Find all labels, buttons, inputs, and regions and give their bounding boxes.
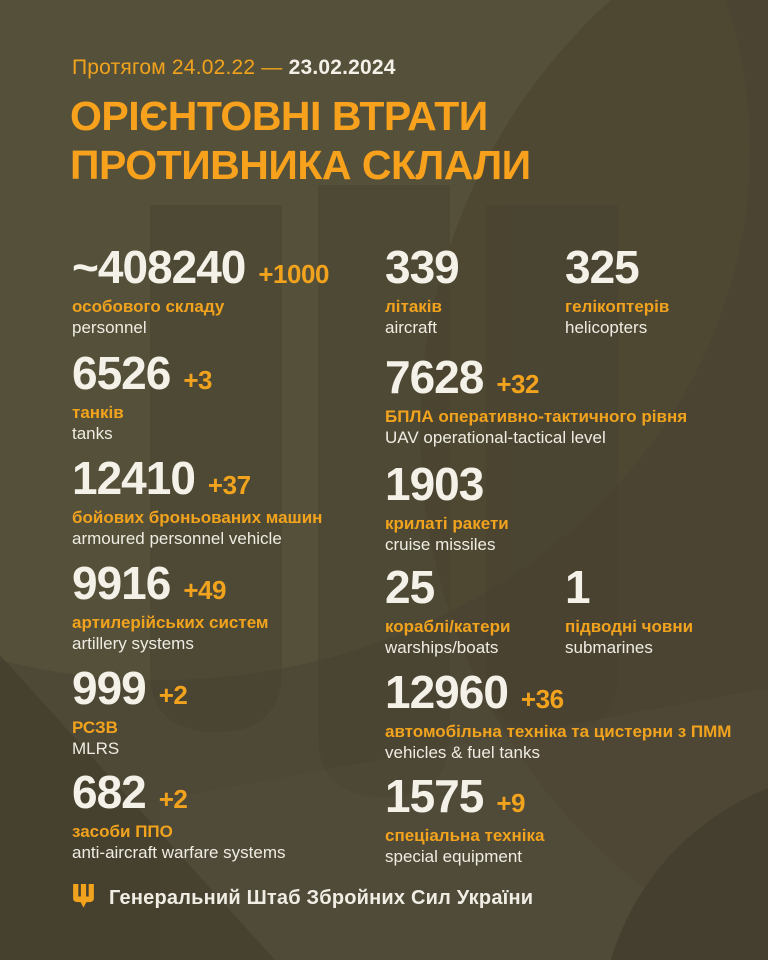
stat-value: 339 — [385, 241, 460, 293]
stat-delta: +32 — [496, 369, 539, 399]
stat-label-uk: РСЗВ — [72, 718, 118, 737]
page-title: ОРІЄНТОВНІ ВТРАТИ ПРОТИВНИКА СКЛАЛИ — [70, 92, 531, 190]
stat-mlrs: 999 +2 РСЗВ MLRS — [72, 662, 188, 760]
stat-uav: 7628 +32 БПЛА оперативно-тактичного рівн… — [385, 352, 687, 449]
stat-delta: +1000 — [258, 259, 329, 289]
stat-artillery: 9916 +49 артилерійських систем artillery… — [72, 558, 269, 655]
title-line-2: ПРОТИВНИКА СКЛАЛИ — [70, 142, 531, 188]
stat-delta: +37 — [207, 470, 251, 500]
stat-label-en: vehicles & fuel tanks — [385, 743, 540, 762]
stat-warships: 25 кораблі/катери warships/boats — [385, 562, 510, 659]
stat-label-uk: спеціальна техніка — [385, 826, 545, 845]
stat-label-en: warships/boats — [385, 638, 499, 657]
stat-vehicles-fuel-tanks: 12960 +36 автомобільна техніка та цистер… — [385, 667, 731, 764]
stat-delta: +9 — [496, 788, 525, 818]
stat-value: 12410 — [72, 452, 196, 504]
stat-value: 1575 — [385, 770, 484, 822]
stat-cruise-missiles: 1903 крилаті ракети cruise missiles — [385, 459, 509, 556]
stat-label-uk: підводні човни — [565, 617, 694, 636]
stat-delta: +2 — [158, 680, 188, 710]
stat-label-en: helicopters — [565, 318, 648, 337]
stat-value: 325 — [565, 241, 640, 293]
stat-label-en: personnel — [72, 318, 147, 337]
stat-label-en: special equipment — [385, 847, 523, 866]
stat-label-uk: крилаті ракети — [385, 514, 509, 533]
stat-value: 999 — [72, 662, 147, 714]
stat-value: 6526 — [72, 347, 171, 399]
stat-value: 1903 — [385, 458, 484, 510]
stat-label-en: UAV operational-tactical level — [385, 428, 606, 447]
stat-label-uk: гелікоптерів — [565, 297, 670, 316]
stat-label-uk: БПЛА оперативно-тактичного рівня — [385, 407, 688, 426]
stat-label-uk: літаків — [385, 297, 442, 316]
stat-value: 682 — [72, 766, 147, 818]
stat-label-en: MLRS — [72, 739, 120, 758]
stat-anti-aircraft: 682 +2 засоби ППО anti-aircraft warfare … — [72, 767, 286, 864]
stat-armoured-vehicles: 12410 +37 бойових броньованих машин armo… — [72, 453, 322, 550]
source-label: Генеральний Штаб Збройних Сил України — [109, 886, 534, 909]
stat-delta: +2 — [158, 784, 188, 814]
stat-label-en: cruise missiles — [385, 535, 496, 554]
stat-label-en: armoured personnel vehicle — [72, 529, 282, 548]
stat-label-en: submarines — [565, 638, 653, 657]
stat-delta: +49 — [183, 575, 226, 605]
stat-special-equipment: 1575 +9 спеціальна техніка special equip… — [385, 771, 544, 868]
stat-value: 1 — [565, 561, 591, 613]
stat-label-en: tanks — [72, 424, 113, 443]
stat-label-uk: засоби ППО — [72, 822, 173, 841]
stat-value: 7628 — [385, 351, 484, 403]
stat-label-uk: особового складу — [72, 297, 225, 316]
stat-label-en: anti-aircraft warfare systems — [72, 843, 286, 862]
stat-helicopters: 325 гелікоптерів helicopters — [565, 242, 669, 339]
stat-tanks: 6526 +3 танків tanks — [72, 348, 212, 445]
stat-value: 12960 — [385, 666, 509, 718]
stat-value: ~408240 — [72, 241, 246, 293]
stat-label-en: aircraft — [385, 318, 437, 337]
stat-label-uk: бойових броньованих машин — [72, 508, 323, 527]
title-line-1: ОРІЄНТОВНІ ВТРАТИ — [70, 93, 488, 139]
period-prefix: Протягом 24.02.22 — — [72, 56, 283, 79]
stat-label-uk: артилерійських систем — [72, 613, 269, 632]
stat-submarines: 1 підводні човни submarines — [565, 562, 693, 659]
reporting-period: Протягом 24.02.22 — 23.02.2024 — [72, 56, 396, 80]
tryzub-trident-icon — [73, 884, 94, 908]
stat-personnel: ~408240 +1000 особового складу personnel — [72, 242, 329, 339]
period-date: 23.02.2024 — [288, 56, 396, 79]
stat-label-uk: автомобільна техніка та цистерни з ПММ — [385, 722, 732, 741]
stat-value: 25 — [385, 561, 435, 613]
stat-label-uk: танків — [72, 403, 124, 422]
stat-aircraft: 339 літаків aircraft — [385, 242, 472, 339]
stat-label-uk: кораблі/катери — [385, 617, 511, 636]
stat-delta: +3 — [183, 365, 212, 395]
source-attribution: Генеральний Штаб Збройних Сил України — [72, 884, 533, 912]
stat-label-en: artillery systems — [72, 634, 194, 653]
stat-delta: +36 — [520, 684, 564, 714]
stat-value: 9916 — [72, 557, 171, 609]
